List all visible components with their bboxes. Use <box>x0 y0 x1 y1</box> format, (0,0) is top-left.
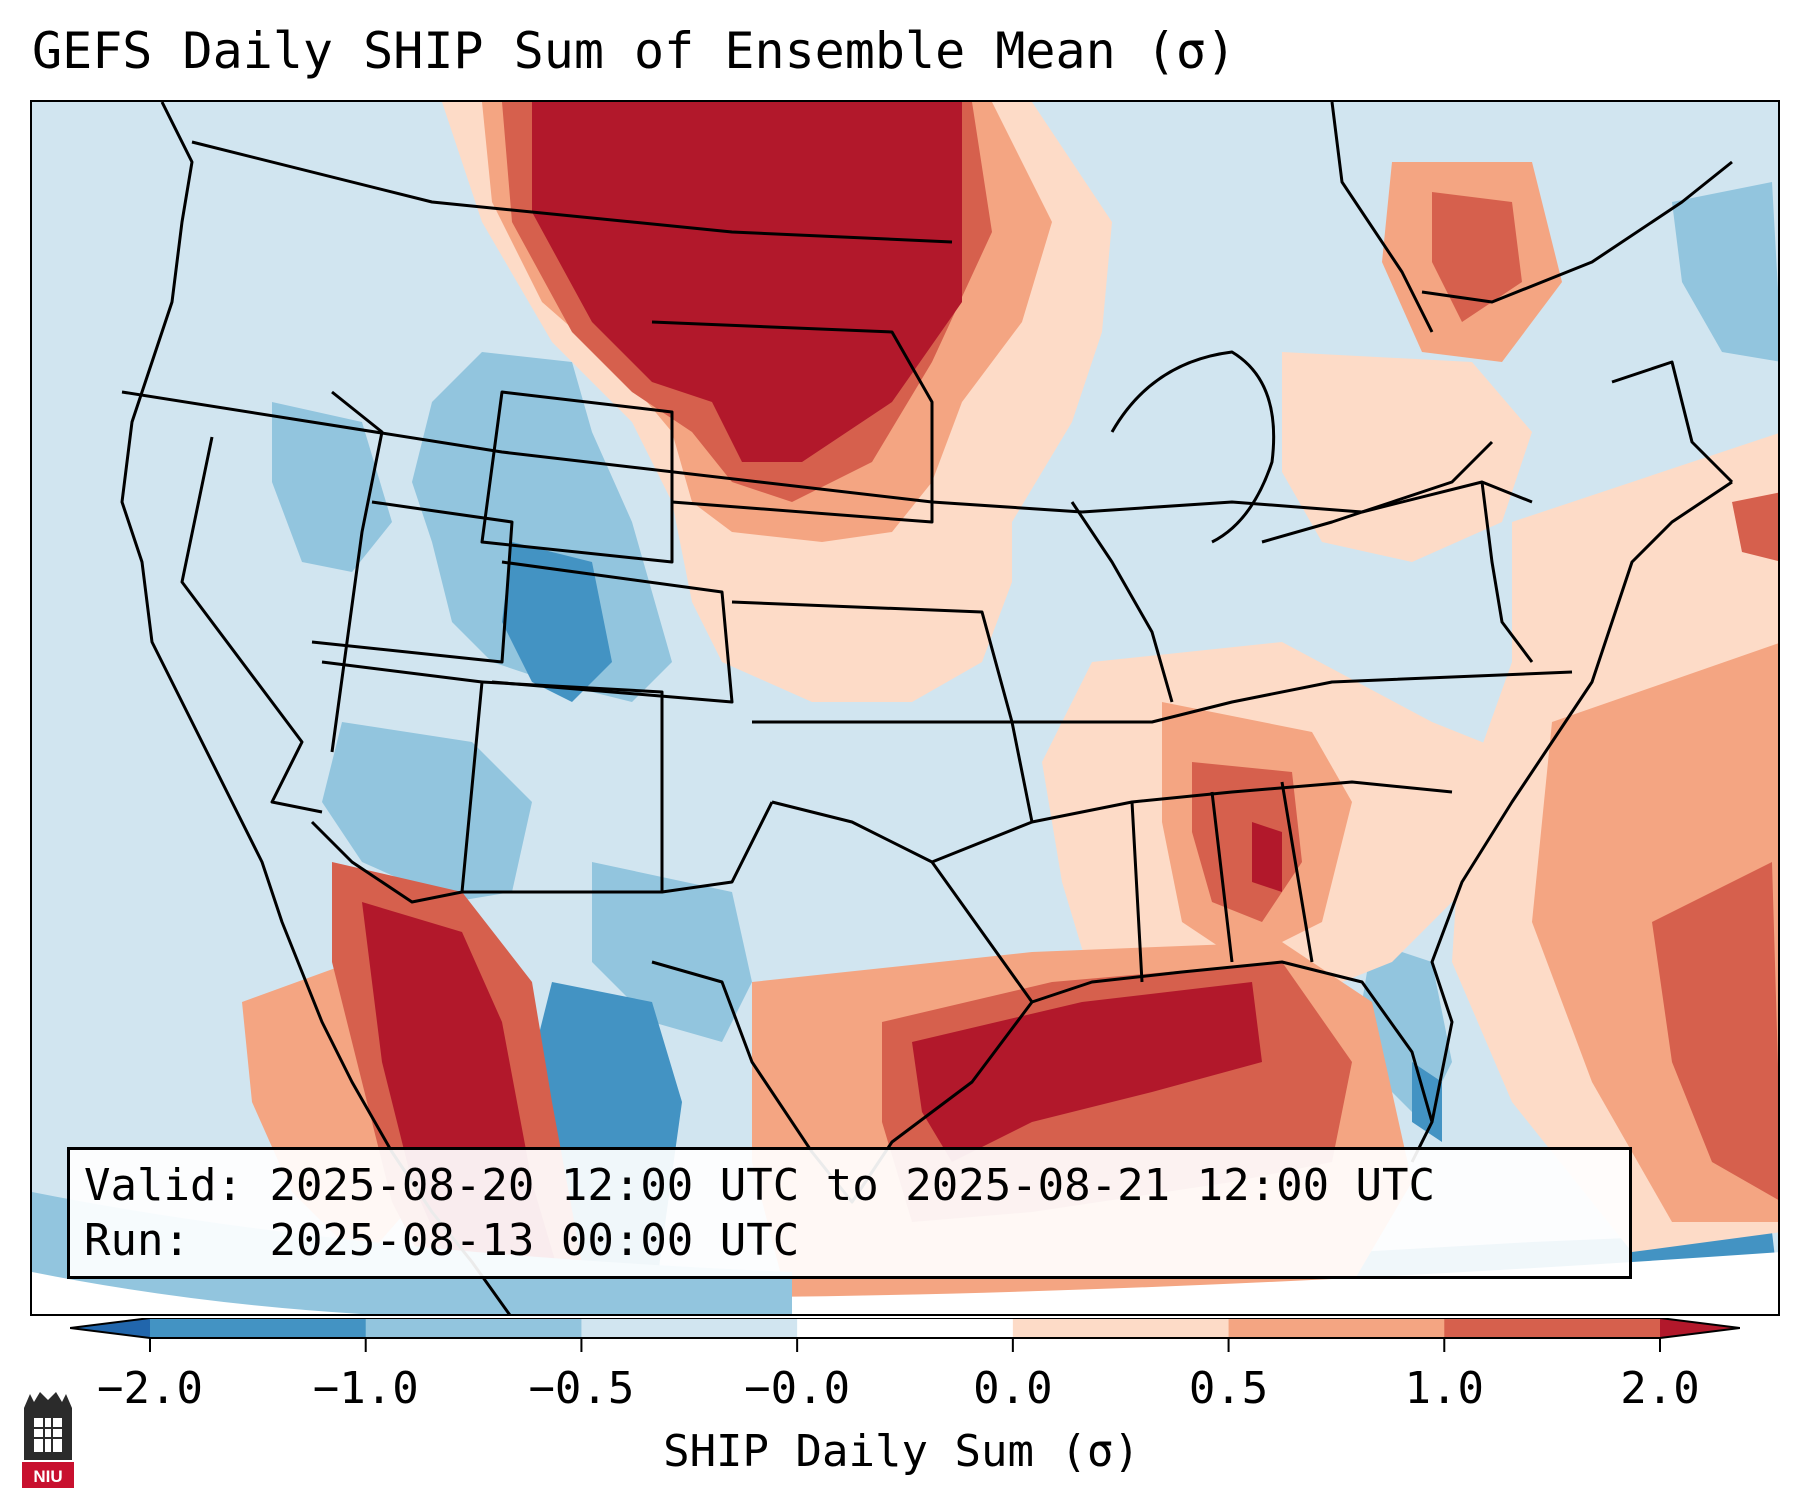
colorbar-tick-label: 2.0 <box>1620 1363 1700 1414</box>
border-tennessee-north <box>1012 670 1573 724</box>
anomaly-area-gulf-extreme <box>912 982 1262 1162</box>
colorbar-bin <box>797 1318 1014 1338</box>
gulf-coastline <box>1031 960 1434 1163</box>
anomaly-area-rockies-moderate <box>412 352 672 702</box>
colorbar-ticks <box>149 1338 1661 1352</box>
colorbar-bin <box>150 1318 367 1338</box>
border-quebec-ontario <box>1330 102 1434 333</box>
border-idaho-utah <box>330 390 384 753</box>
colorbar-tick-label: −0.0 <box>744 1363 851 1414</box>
border-utah <box>311 500 514 664</box>
lake-michigan-outline <box>1110 350 1276 544</box>
anomaly-area-alabama-extreme <box>1252 822 1282 892</box>
colorbar-tick-label: −1.0 <box>312 1363 419 1414</box>
colorbar-bin <box>1228 1318 1445 1338</box>
niu-logo-badge <box>22 1462 74 1488</box>
anomaly-area-quebec-strong <box>1432 192 1522 322</box>
colorbar <box>70 1318 1740 1352</box>
run-label: Run: <box>84 1215 190 1266</box>
valid-label: Valid: <box>84 1160 243 1211</box>
map-panel <box>30 100 1780 1316</box>
border-pennsylvania <box>1480 481 1534 663</box>
border-tennessee-south <box>1031 780 1453 824</box>
anomaly-area-dakotas-extreme <box>532 102 962 462</box>
lake-erie-outline <box>1261 440 1494 544</box>
border-arizona <box>310 660 484 904</box>
colorbar-over-arrow <box>1660 1318 1740 1338</box>
colorbar-bin <box>581 1318 798 1338</box>
colorbar-tick-label: 0.5 <box>1188 1363 1269 1414</box>
colorbar-tick-label: −0.5 <box>528 1363 635 1414</box>
colorbar-tick-label: 1.0 <box>1404 1363 1485 1414</box>
ship-map <box>32 102 1778 1314</box>
border-new-england <box>1611 360 1734 484</box>
border-nevada <box>180 436 323 814</box>
colorbar-bins <box>150 1318 1661 1338</box>
colorbar-tick-label: −2.0 <box>97 1363 203 1414</box>
colorbar-tick-label: 0.0 <box>973 1363 1053 1414</box>
border-northern-tier <box>121 390 1083 514</box>
border-gulf-states <box>1130 781 1314 983</box>
domain-corner-southwest <box>32 1272 362 1314</box>
anomaly-area-atlantic-strong <box>1652 862 1778 1200</box>
colorbar-bin <box>1444 1318 1661 1338</box>
anomaly-area-colorado-strong <box>502 542 612 702</box>
valid-time: 2025-08-20 12:00 UTC to 2025-08-21 12:00… <box>269 1160 1436 1211</box>
border-mississippi <box>1070 501 1174 703</box>
niu-logo: NIU <box>22 1392 74 1488</box>
anomaly-area-texas-west <box>592 862 752 1042</box>
anomaly-area-nova-scotia <box>1732 492 1778 561</box>
colorbar-bin <box>1012 1318 1230 1338</box>
niu-logo-window-grid <box>34 1418 62 1452</box>
colorbar-label: SHIP Daily Sum (σ) <box>663 1426 1140 1477</box>
run-line: Run: 2025-08-13 00:00 UTC <box>84 1213 1615 1268</box>
atlantic-coastline <box>1430 480 1733 1123</box>
st-lawrence-outline <box>1421 160 1733 304</box>
niu-logo-window <box>34 1418 62 1452</box>
pacific-coastline <box>120 102 511 1314</box>
valid-line: Valid: 2025-08-20 12:00 UTC to 2025-08-2… <box>84 1158 1615 1213</box>
border-colorado <box>491 560 734 704</box>
border-oklahoma <box>752 720 1034 864</box>
map-title: GEFS Daily SHIP Sum of Ensemble Mean (σ) <box>32 22 1237 80</box>
anomaly-area-arizona <box>322 722 532 902</box>
border-canada-us <box>191 140 953 244</box>
niu-logo-text: NIU <box>33 1467 62 1486</box>
colorbar-under-arrow <box>70 1318 150 1338</box>
colorbar-outline <box>70 1318 1740 1339</box>
map-borders <box>120 102 1734 1314</box>
border-wyoming <box>480 390 674 564</box>
valid-run-box: Valid: 2025-08-20 12:00 UTC to 2025-08-2… <box>67 1147 1632 1279</box>
colorbar-bin <box>365 1318 582 1338</box>
border-new-mexico <box>462 680 664 894</box>
border-dakotas <box>651 320 934 524</box>
anomaly-area-maritimes <box>1672 182 1778 362</box>
run-time: 2025-08-13 00:00 UTC <box>269 1215 800 1266</box>
